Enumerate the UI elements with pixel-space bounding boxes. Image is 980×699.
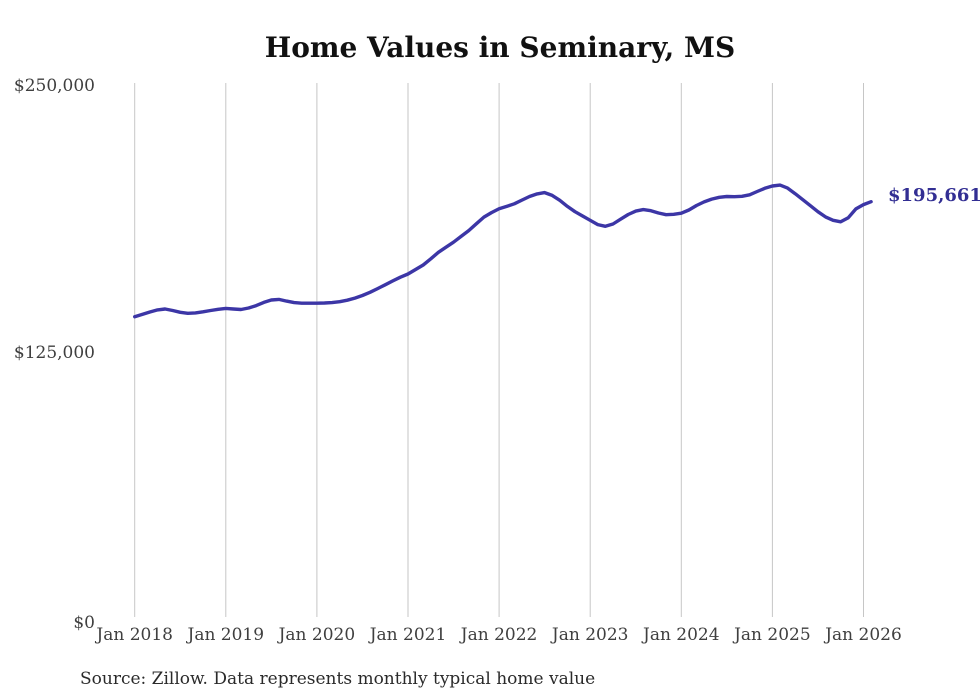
y-axis-labels: $250,000 $125,000 $0 (14, 76, 95, 633)
chart-title: Home Values in Seminary, MS (265, 31, 736, 64)
end-value-label: $195,661 (888, 185, 980, 206)
y-tick-250000: $250,000 (14, 76, 95, 96)
source-note: Source: Zillow. Data represents monthly … (80, 669, 595, 689)
x-tick-jan-2018: Jan 2018 (94, 625, 173, 645)
home-value-line (133, 183, 873, 319)
x-axis-labels: Jan 2018 Jan 2019 Jan 2020 Jan 2021 Jan … (94, 625, 901, 645)
x-tick-jan-2021: Jan 2021 (368, 625, 447, 645)
y-tick-0: $0 (73, 613, 95, 633)
x-tick-jan-2025: Jan 2025 (732, 625, 811, 645)
x-tick-jan-2024: Jan 2024 (641, 625, 720, 645)
vertical-gridlines (134, 83, 864, 617)
x-tick-jan-2019: Jan 2019 (186, 625, 265, 645)
y-tick-125000: $125,000 (14, 343, 95, 363)
x-tick-jan-2026: Jan 2026 (823, 625, 902, 645)
x-tick-jan-2022: Jan 2022 (459, 625, 538, 645)
x-tick-jan-2023: Jan 2023 (550, 625, 629, 645)
x-tick-jan-2020: Jan 2020 (277, 625, 356, 645)
